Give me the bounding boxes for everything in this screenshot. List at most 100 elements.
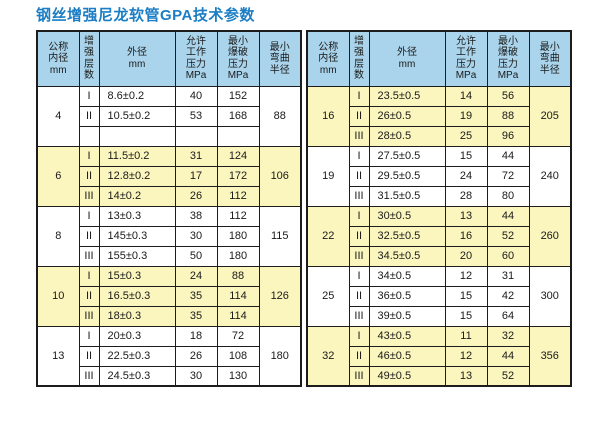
tables-container: 公称 内径 mm 增 强 层 数外径 mm 允许 工作 压力 MPa 最小 爆破 压力… [36, 30, 572, 387]
table-row: 25 I 34±0.5 12 31 300 [306, 265, 572, 327]
cell-outer-diameter: 155±0.3 [98, 245, 176, 267]
cell-burst-pressure: 168 [216, 105, 260, 127]
cell-layer-count: I [348, 85, 370, 107]
table-row: II 29.5±0.5 24 72 [307, 165, 571, 187]
cell-working-pressure: 24 [174, 265, 218, 287]
cell-layer-count: III [78, 365, 100, 387]
cell-inner-diameter: 19 [306, 145, 350, 207]
cell-burst-pressure: 44 [486, 205, 530, 227]
cell-layer-count: II [78, 105, 100, 127]
header-working-pressure: 允许 工作 压力 MPa [174, 30, 218, 87]
table-row: 13 I 20±0.3 18 72 180 [36, 325, 302, 387]
cell-bend-radius: 356 [528, 325, 572, 387]
cell-outer-diameter: 24.5±0.3 [98, 365, 176, 387]
cell-outer-diameter: 23.5±0.5 [368, 85, 446, 107]
cell-outer-diameter: 46±0.5 [368, 345, 446, 367]
table-row: 19 I 27.5±0.5 15 44 240 [306, 145, 572, 207]
cell-working-pressure: 17 [174, 165, 218, 187]
cell-layer-count: II [348, 105, 370, 127]
cell-burst-pressure: 56 [486, 85, 530, 107]
cell-burst-pressure: 112 [216, 185, 260, 207]
cell-working-pressure: 24 [444, 165, 488, 187]
table-row: 10 I 15±0.3 24 88 126 [36, 265, 302, 327]
cell-layer-count: II [348, 165, 370, 187]
cell-outer-diameter: 8.6±0.2 [98, 85, 176, 107]
header-outer-diameter: 外径 mm [98, 30, 176, 87]
cell-layer-count: III [348, 125, 370, 147]
table-row: 16 I 23.5±0.5 14 56 205 [306, 85, 572, 147]
cell-burst-pressure: 52 [486, 365, 530, 387]
cell-bend-radius: 88 [258, 85, 302, 147]
cell-outer-diameter: 13±0.3 [98, 205, 176, 227]
cell-outer-diameter [98, 125, 176, 147]
cell-burst-pressure: 130 [216, 365, 260, 387]
cell-outer-diameter: 34±0.5 [368, 265, 446, 287]
cell-working-pressure: 25 [444, 125, 488, 147]
table-row: III 28±0.5 25 96 [307, 125, 571, 147]
cell-layer-count: I [348, 205, 370, 227]
header-bend-radius: 最小 弯曲 半径 [528, 30, 572, 87]
cell-working-pressure: 38 [174, 205, 218, 227]
cell-layer-count: III [78, 185, 100, 207]
table-row: 6 I 11.5±0.2 31 124 106 [36, 145, 302, 207]
cell-working-pressure: 12 [444, 265, 488, 287]
cell-working-pressure: 15 [444, 285, 488, 307]
cell-working-pressure: 15 [444, 305, 488, 327]
cell-outer-diameter: 20±0.3 [98, 325, 176, 347]
cell-burst-pressure: 124 [216, 145, 260, 167]
cell-outer-diameter: 15±0.3 [98, 265, 176, 287]
cell-outer-diameter: 22.5±0.3 [98, 345, 176, 367]
cell-layer-count: III [348, 305, 370, 327]
table-row: 4 I 8.6±0.2 40 152 88 [36, 85, 302, 147]
cell-layer-count: I [78, 205, 100, 227]
cell-bend-radius: 115 [258, 205, 302, 267]
cell-outer-diameter: 18±0.3 [98, 305, 176, 327]
cell-outer-diameter: 16.5±0.3 [98, 285, 176, 307]
table-row: 32 I 43±0.5 11 32 356 [306, 325, 572, 387]
cell-burst-pressure: 180 [216, 225, 260, 247]
cell-layer-count: I [348, 145, 370, 167]
table-row: II 36±0.5 15 42 [307, 285, 571, 307]
cell-bend-radius: 180 [258, 325, 302, 387]
cell-working-pressure: 11 [444, 325, 488, 347]
cell-layer-count: III [78, 305, 100, 327]
table-row: II 26±0.5 19 88 [307, 105, 571, 127]
cell-burst-pressure: 52 [486, 225, 530, 247]
cell-layer-count: II [78, 285, 100, 307]
cell-working-pressure: 19 [444, 105, 488, 127]
cell-burst-pressure: 44 [486, 145, 530, 167]
table-row: III 34.5±0.5 20 60 [307, 245, 571, 267]
cell-burst-pressure: 31 [486, 265, 530, 287]
header-layers: 增 强 层 数 [348, 30, 370, 87]
cell-working-pressure: 30 [174, 225, 218, 247]
cell-layer-count: III [78, 245, 100, 267]
cell-working-pressure: 26 [174, 345, 218, 367]
cell-working-pressure: 16 [444, 225, 488, 247]
header-bend-radius: 最小 弯曲 半径 [258, 30, 302, 87]
cell-layer-count: II [348, 345, 370, 367]
cell-burst-pressure: 80 [486, 185, 530, 207]
cell-burst-pressure: 180 [216, 245, 260, 267]
table-row [37, 125, 301, 147]
cell-inner-diameter: 16 [306, 85, 350, 147]
cell-layer-count: I [78, 145, 100, 167]
header-row: 公称 内径 mm 增 强 层 数外径 mm 允许 工作 压力 MPa 最小 爆破 压力… [36, 30, 302, 87]
table-row: II 10.5±0.2 53 168 [37, 105, 301, 127]
header-working-pressure: 允许 工作 压力 MPa [444, 30, 488, 87]
cell-outer-diameter: 30±0.5 [368, 205, 446, 227]
table-row: 22 I 30±0.5 13 44 260 [306, 205, 572, 267]
cell-layer-count: I [78, 85, 100, 107]
table-row: III 18±0.3 35 114 [37, 305, 301, 327]
cell-burst-pressure: 72 [486, 165, 530, 187]
cell-bend-radius: 300 [528, 265, 572, 327]
table-row: II 32.5±0.5 16 52 [307, 225, 571, 247]
cell-outer-diameter: 11.5±0.2 [98, 145, 176, 167]
table-row: II 145±0.3 30 180 [37, 225, 301, 247]
cell-working-pressure: 13 [444, 365, 488, 387]
cell-layer-count: I [78, 325, 100, 347]
table-row: III 24.5±0.3 30 130 [37, 365, 301, 387]
cell-outer-diameter: 29.5±0.5 [368, 165, 446, 187]
cell-inner-diameter: 10 [36, 265, 80, 327]
cell-working-pressure: 26 [174, 185, 218, 207]
cell-layer-count: II [78, 165, 100, 187]
